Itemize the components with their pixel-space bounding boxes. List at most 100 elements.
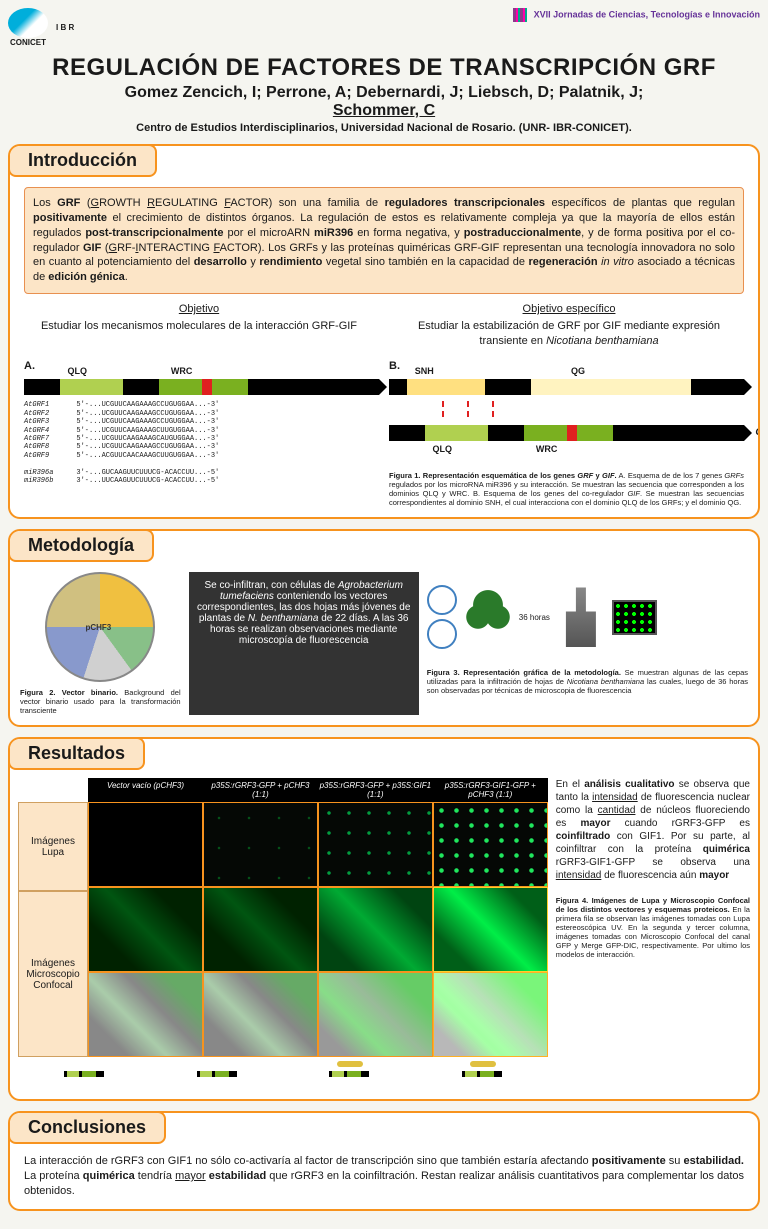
col-header: p35S:rGRF3-GFP + p35S:GIF1 (1:1) (318, 778, 433, 802)
strains-icon (427, 585, 457, 649)
gene-diagrams: A. QLQ WRC GRFs AtGRF1 5'-...UCGUUCAAGAA… (24, 359, 744, 508)
poster-title: REGULACIÓN DE FACTORES DE TRANSCRIPCIÓN … (8, 54, 760, 82)
sequence-block: AtGRF1 5'-...UCGUUCAAGAAAGCCUGUGGAA...-3… (24, 401, 379, 485)
mir-target (567, 425, 578, 441)
concl-text: La interacción de rGRF3 con GIF1 no sólo… (10, 1144, 758, 1209)
res-title: Resultados (8, 737, 145, 770)
poster-root: CONICET I B R XVII Jornadas de Ciencias,… (0, 0, 768, 1229)
lupa-img (318, 802, 433, 887)
objetivos-row: Objetivo Estudiar los mecanismos molecul… (24, 302, 744, 349)
col-header: Vector vacío (pCHF3) (88, 778, 203, 802)
mir-target (202, 379, 213, 395)
met-workflow-col: 36 horas Figura 3. Representación gráfic… (427, 572, 748, 715)
met-title: Metodología (8, 529, 154, 562)
objetivo-especifico: Objetivo específico Estudiar la estabili… (394, 302, 744, 349)
fig2-caption: Figura 2. Vector binario. Background del… (20, 688, 181, 715)
panel-a-label: A. (24, 360, 35, 372)
section-conclusiones: Conclusiones La interacción de rGRF3 con… (8, 1111, 760, 1211)
logo-right: XVII Jornadas de Ciencias, Tecnologías e… (513, 8, 760, 22)
met-body: Figura 2. Vector binario. Background del… (10, 562, 758, 725)
strain-circle-icon (427, 619, 457, 649)
intro-title: Introducción (8, 144, 157, 177)
hours-label: 36 horas (519, 613, 550, 622)
confocal-merge-img (88, 972, 203, 1057)
panel-b-label: B. (389, 360, 400, 372)
plant-icon (463, 587, 513, 647)
confocal-gfp-img (88, 887, 203, 972)
objetivo-text: Estudiar los mecanismos moleculares de l… (24, 319, 374, 334)
image-grid: Imágenes Lupa Imágenes Microscopio Confo… (18, 802, 548, 1057)
lupa-img (88, 802, 203, 887)
confocal-merge-img (318, 972, 433, 1057)
affiliation: Centro de Estudios Interdisciplinarios, … (8, 122, 760, 134)
grf-gene-bar: QLQ WRC GRFs (24, 379, 379, 395)
confocal-gfp-img (318, 887, 433, 972)
qg-domain: QG (531, 379, 691, 395)
qlq-domain: QLQ (60, 379, 124, 395)
model-icon (452, 1061, 512, 1086)
row-labels: Imágenes Lupa Imágenes Microscopio Confo… (18, 802, 88, 1057)
section-intro: Introducción Los GRF (GROWTH REGULATING … (8, 144, 760, 519)
row-label-confocal: Imágenes Microscopio Confocal (18, 891, 88, 1058)
objetivo-general: Objetivo Estudiar los mecanismos molecul… (24, 302, 374, 349)
section-resultados: Resultados Vector vacío (pCHF3) p35S:rGR… (8, 737, 760, 1101)
confocal-merge-img (433, 972, 548, 1057)
concl-title: Conclusiones (8, 1111, 166, 1144)
authors-line1: Gomez Zencich, I; Perrone, A; Debernardi… (125, 84, 644, 101)
intro-text: Los GRF (GROWTH REGULATING FACTOR) son u… (24, 187, 744, 294)
grfs-label: GRFs (755, 426, 760, 440)
img-col-3 (318, 802, 433, 1057)
dash-icon (467, 401, 469, 417)
logo-left-group: CONICET I B R (8, 8, 74, 47)
interaction-arrows (389, 401, 744, 419)
img-col-1 (88, 802, 203, 1057)
fig3-caption: Figura 3. Representación gráfica de la m… (427, 668, 748, 695)
confocal-gfp-img (433, 887, 548, 972)
intro-body: Los GRF (GROWTH REGULATING FACTOR) son u… (10, 177, 758, 517)
jornadas-text: XVII Jornadas de Ciencias, Tecnologías e… (534, 9, 760, 19)
col-headers: Vector vacío (pCHF3) p35S:rGRF3-GFP + pC… (88, 778, 548, 802)
panel-b: B. SNH QG GIFs QLQ WRC (389, 359, 744, 508)
image-columns (88, 802, 548, 1057)
img-col-2 (203, 802, 318, 1057)
results-body: Vector vacío (pCHF3) p35S:rGRF3-GFP + pC… (10, 770, 758, 1099)
conicet-icon (8, 8, 48, 38)
strain-circle-icon (427, 585, 457, 615)
microscope-icon (556, 587, 606, 647)
interaction-models (18, 1061, 548, 1091)
panel-a: A. QLQ WRC GRFs AtGRF1 5'-...UCGUUCAAGAA… (24, 359, 379, 508)
objetivo-title: Objetivo (24, 302, 374, 317)
results-side-text: En el análisis cualitativo se observa qu… (556, 778, 750, 1091)
fig4-caption: Figura 4. Imágenes de Lupa y Microscopio… (556, 896, 750, 959)
gif-gene-bar: SNH QG GIFs (389, 379, 744, 395)
model-icon (319, 1061, 379, 1086)
jornadas-icon (513, 8, 527, 22)
dash-icon (442, 401, 444, 417)
fig1-caption: Figura 1. Representación esquemática de … (389, 471, 744, 507)
lupa-img (203, 802, 318, 887)
grf-gene-bar-2: QLQ WRC GRFs (389, 425, 744, 441)
model-icon (54, 1061, 114, 1086)
met-center-text: Se co-infiltran, con células de Agrobact… (189, 572, 419, 715)
dash-icon (492, 401, 494, 417)
img-col-4 (433, 802, 548, 1057)
objetivo-esp-title: Objetivo específico (394, 302, 744, 317)
results-analysis-text: En el análisis cualitativo se observa qu… (556, 778, 750, 882)
lupa-img (433, 802, 548, 887)
qlq-domain: QLQ (425, 425, 489, 441)
col-header: p35S:rGRF3-GFP + pCHF3 (1:1) (203, 778, 318, 802)
results-grid: Vector vacío (pCHF3) p35S:rGRF3-GFP + pC… (18, 778, 548, 1091)
header-logos: CONICET I B R XVII Jornadas de Ciencias,… (8, 8, 760, 48)
conicet-text: CONICET (8, 38, 48, 47)
plasmid-icon (45, 572, 155, 682)
screen-icon (612, 600, 657, 635)
authors-line2: Schommer, C (333, 102, 435, 119)
confocal-merge-img (203, 972, 318, 1057)
met-plasmid-col: Figura 2. Vector binario. Background del… (20, 572, 181, 715)
model-icon (187, 1061, 247, 1086)
row-label-lupa: Imágenes Lupa (18, 802, 88, 890)
authors: Gomez Zencich, I; Perrone, A; Debernardi… (8, 84, 760, 120)
snh-domain: SNH (407, 379, 485, 395)
section-metodologia: Metodología Figura 2. Vector binario. Ba… (8, 529, 760, 727)
objetivo-esp-text: Estudiar la estabilización de GRF por GI… (394, 319, 744, 349)
